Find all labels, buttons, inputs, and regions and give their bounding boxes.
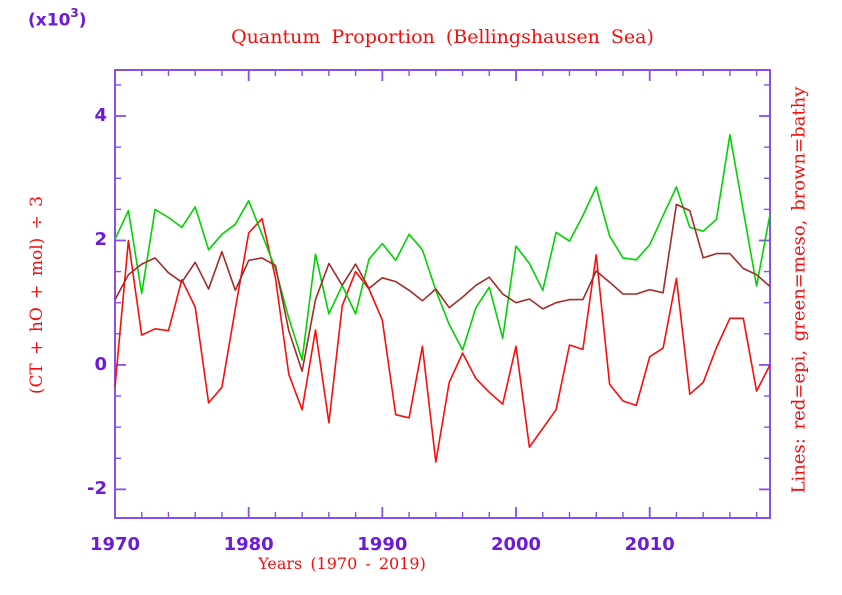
y-tick-label: -2 xyxy=(87,478,107,500)
x-tick-label: 1990 xyxy=(357,534,408,555)
x-tick-label: 1970 xyxy=(89,534,141,555)
y-axis-label: (CT + hO + mol) ÷ 3 xyxy=(27,195,47,395)
series-line-meso xyxy=(114,133,771,361)
x-tick-label: 1980 xyxy=(223,534,274,555)
x-tick-label: 2000 xyxy=(490,534,542,555)
y-tick-label: 2 xyxy=(94,229,107,251)
series-line-epi xyxy=(114,217,771,463)
y-axis-multiplier-close: ) xyxy=(78,10,87,31)
legend-right-label: Lines: red=epi, green=meso, brown=bathy xyxy=(788,86,810,494)
y-axis-multiplier-base: (x10 xyxy=(28,10,71,31)
x-tick-label: 2010 xyxy=(624,534,675,555)
y-tick-label: 0 xyxy=(94,353,107,375)
x-axis-label: Years (1970 - 2019) xyxy=(258,554,426,573)
chart-title: Quantum Proportion (Bellingshausen Sea) xyxy=(231,26,654,48)
y-axis-multiplier-exponent: 3 xyxy=(70,6,79,20)
axis-box xyxy=(114,69,771,519)
y-tick-label: 4 xyxy=(94,105,107,127)
series-line-bathy xyxy=(114,203,771,373)
y-axis-multiplier: (x103) xyxy=(28,6,87,31)
